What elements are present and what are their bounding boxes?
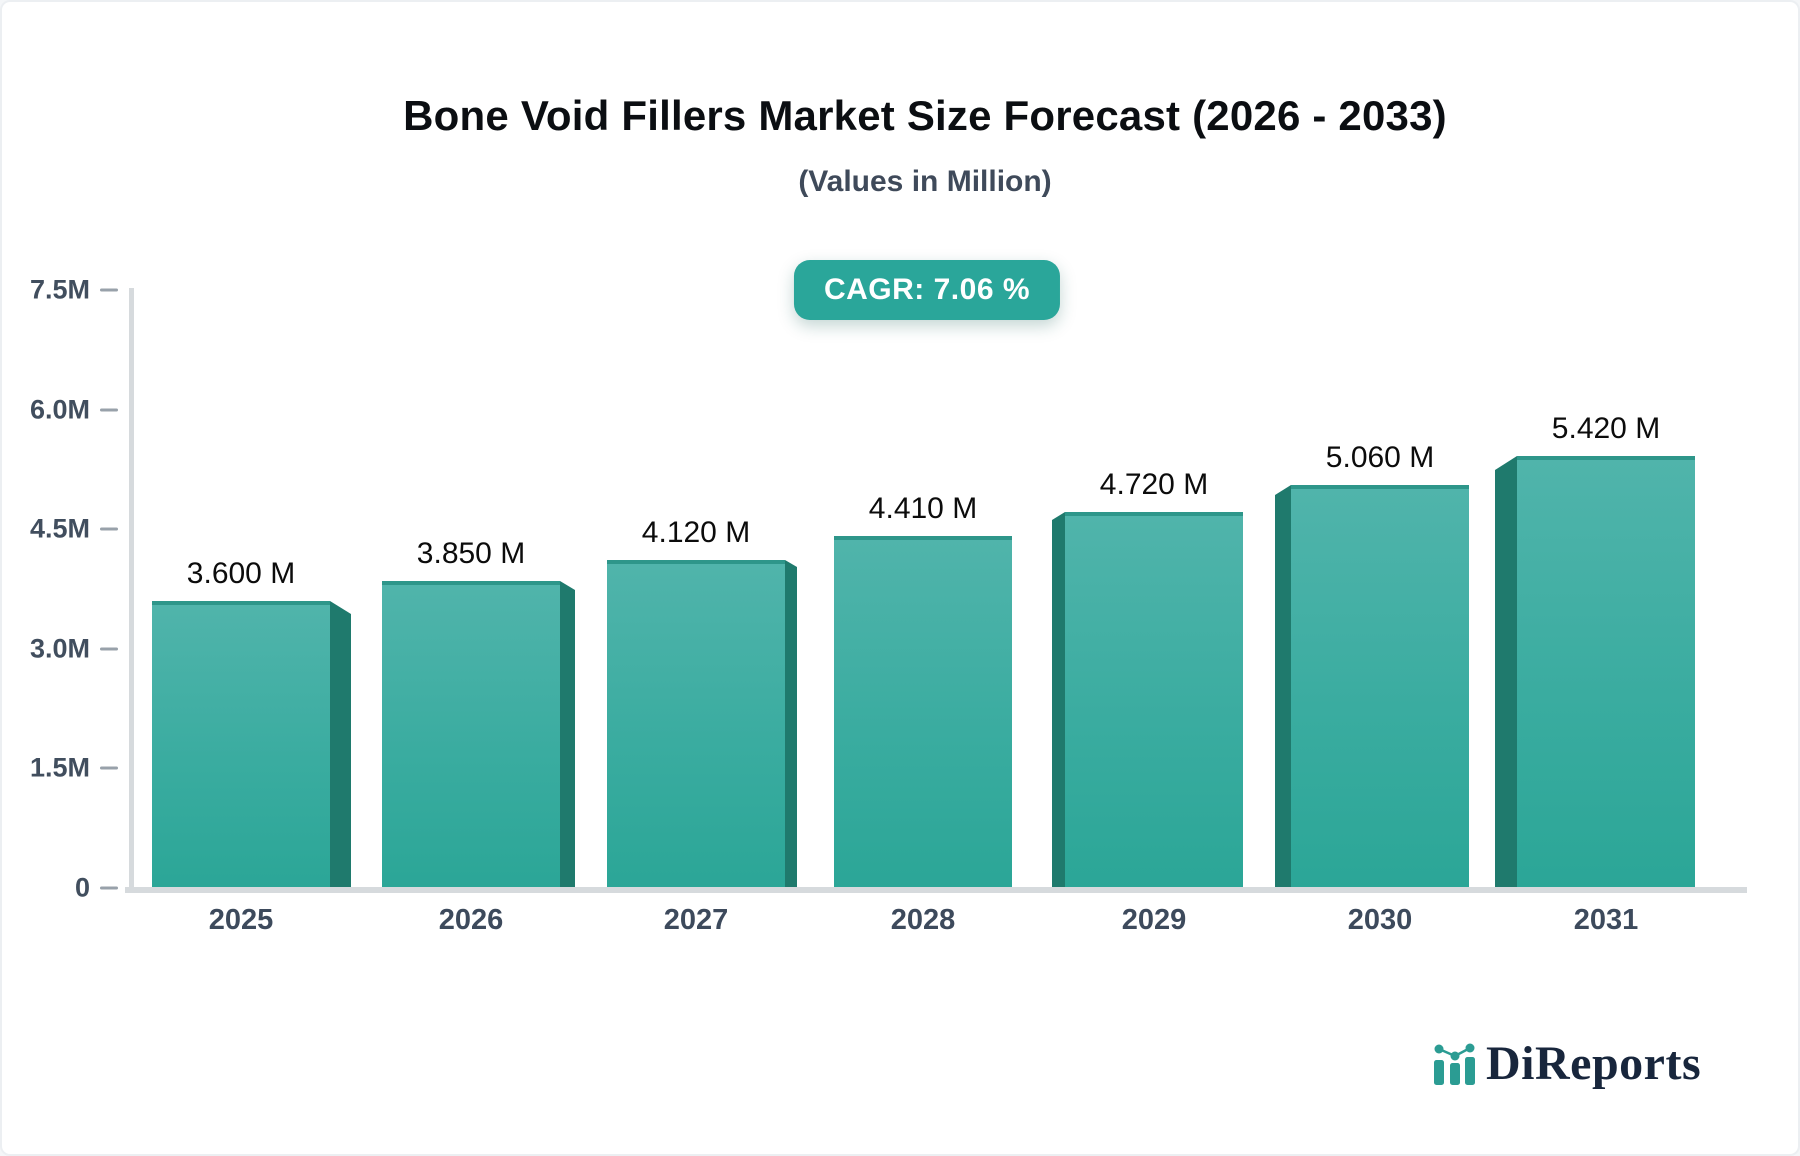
bar-2026 bbox=[382, 581, 560, 888]
bar-value-label-2025: 3.600 M bbox=[186, 557, 296, 590]
x-axis-label-2027: 2027 bbox=[663, 904, 729, 936]
bar-value-label-2030: 5.060 M bbox=[1325, 441, 1435, 474]
bar-2027 bbox=[607, 560, 785, 888]
bar-2028 bbox=[834, 536, 1012, 888]
direports-logo: DiReports bbox=[1432, 1036, 1701, 1094]
bar-value-label-2028: 4.410 M bbox=[868, 492, 978, 525]
bar-value-label-2026: 3.850 M bbox=[416, 537, 526, 570]
y-axis-tick-label: 3.0M bbox=[29, 633, 90, 664]
bar-2025 bbox=[152, 601, 330, 888]
mini-bar-line-chart-icon bbox=[1434, 1043, 1475, 1085]
y-axis-tick-label: 0 bbox=[74, 872, 90, 903]
x-axis-line bbox=[125, 887, 1747, 893]
x-axis-label-2030: 2030 bbox=[1347, 904, 1413, 936]
y-axis-tick-mark bbox=[100, 408, 118, 412]
bar-2031 bbox=[1517, 456, 1695, 888]
bar-3d-side-2031 bbox=[1495, 456, 1517, 888]
bar-3d-side-2025 bbox=[330, 601, 351, 888]
y-axis-tick-label: 1.5M bbox=[29, 752, 90, 783]
y-axis-tick-label: 4.5M bbox=[29, 513, 90, 544]
x-axis-label-2029: 2029 bbox=[1121, 904, 1187, 936]
x-axis-label-2026: 2026 bbox=[438, 904, 504, 936]
bar-3d-side-2026 bbox=[560, 581, 575, 888]
y-axis-line bbox=[129, 288, 134, 890]
bar-2029 bbox=[1065, 512, 1243, 888]
bar-3d-side-2030 bbox=[1275, 485, 1291, 888]
y-axis-tick-mark bbox=[100, 647, 118, 651]
cagr-badge: CAGR: 7.06 % bbox=[793, 260, 1061, 320]
y-axis-tick-mark bbox=[100, 886, 118, 890]
bar-3d-side-2027 bbox=[785, 560, 797, 888]
x-axis-label-2028: 2028 bbox=[890, 904, 956, 936]
y-axis-tick-label: 7.5M bbox=[29, 274, 90, 305]
chart-title: Bone Void Fillers Market Size Forecast (… bbox=[403, 92, 1447, 139]
y-axis-tick-mark bbox=[100, 527, 118, 531]
logo-text: DiReports bbox=[1486, 1037, 1702, 1090]
bar-3d-side-2029 bbox=[1052, 512, 1065, 888]
y-axis-tick-mark bbox=[100, 766, 118, 770]
chart-subtitle: (Values in Million) bbox=[798, 165, 1052, 198]
y-axis-tick-mark bbox=[100, 288, 118, 292]
y-axis-tick-label: 6.0M bbox=[29, 394, 90, 425]
bar-2030 bbox=[1291, 485, 1469, 888]
bar-value-label-2027: 4.120 M bbox=[641, 516, 751, 549]
bar-value-label-2031: 5.420 M bbox=[1551, 412, 1661, 445]
x-axis-label-2031: 2031 bbox=[1573, 904, 1639, 936]
bar-value-label-2029: 4.720 M bbox=[1099, 468, 1209, 501]
x-axis-label-2025: 2025 bbox=[208, 904, 274, 936]
